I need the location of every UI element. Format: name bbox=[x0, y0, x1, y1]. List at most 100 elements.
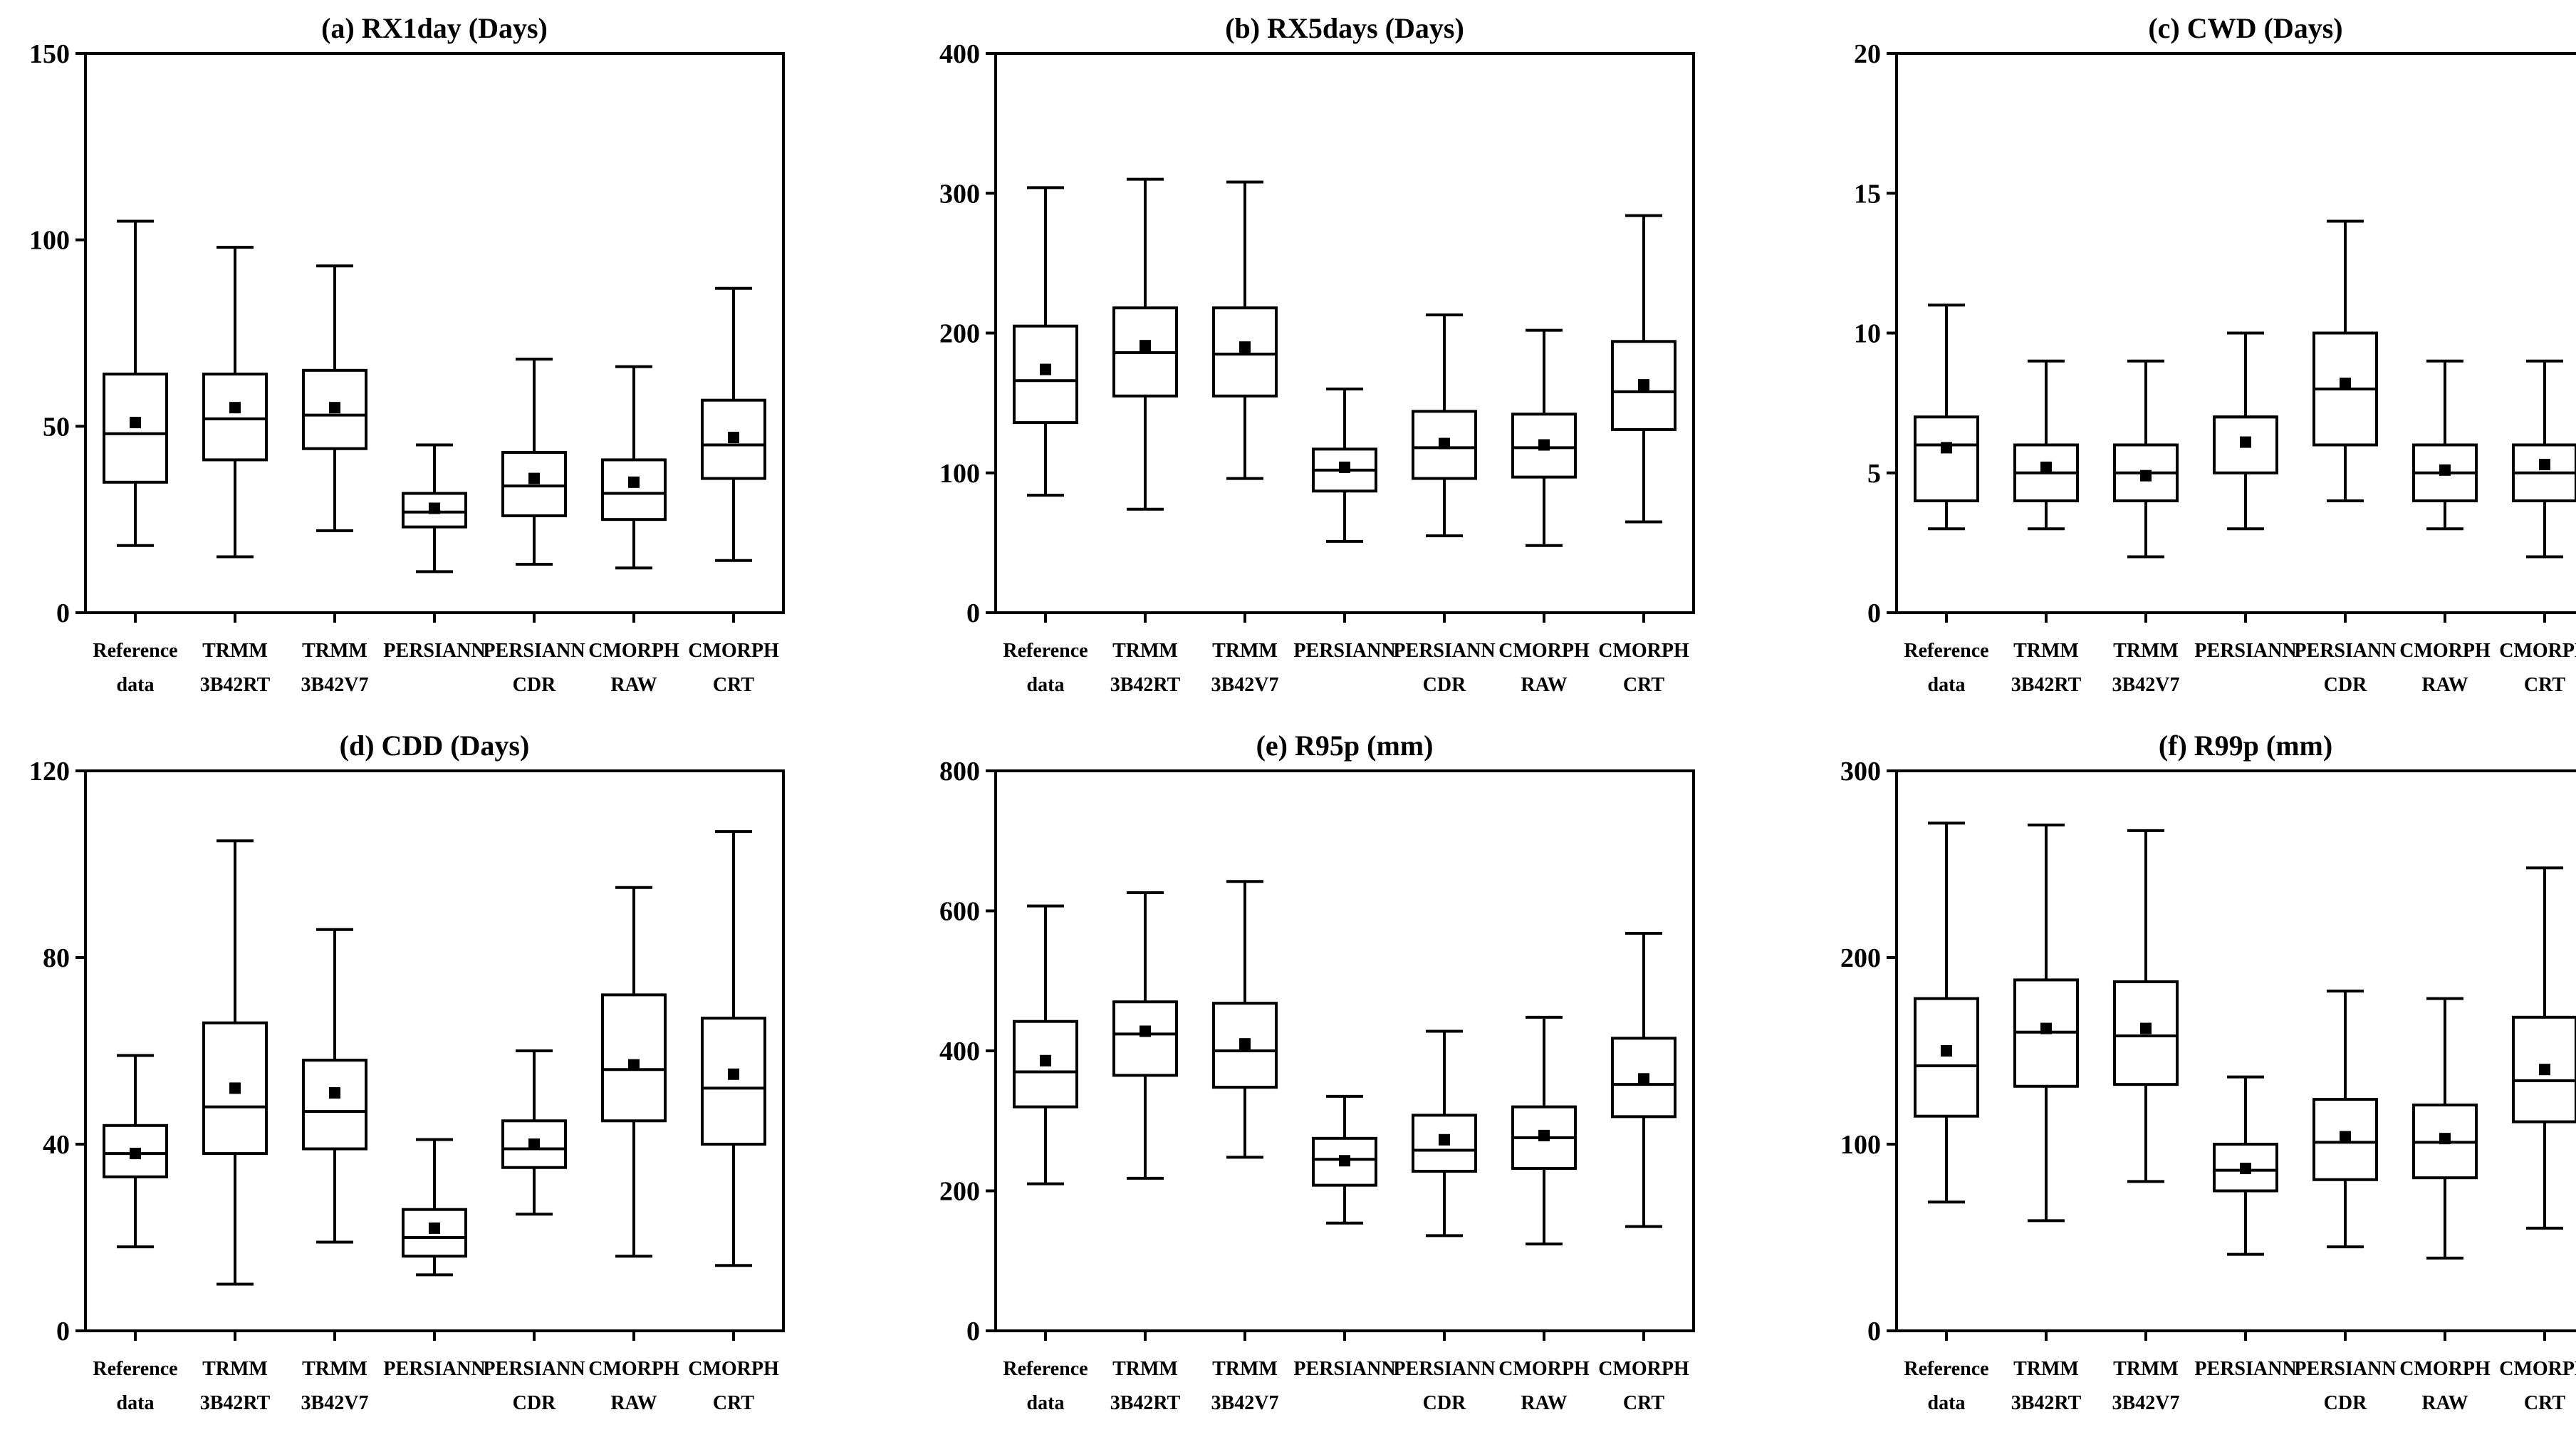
x-category-label: CMORPH bbox=[2399, 640, 2491, 662]
x-category-label: PERSIANN bbox=[383, 1358, 485, 1380]
mean-marker bbox=[1439, 1133, 1450, 1146]
iqr-box bbox=[701, 1017, 766, 1146]
x-category-label-line2: data bbox=[1027, 674, 1065, 696]
mean-marker bbox=[429, 502, 440, 514]
y-tick-label: 50 bbox=[43, 412, 70, 442]
x-category-label-line2: CDR bbox=[1423, 1392, 1466, 1414]
chart-panel-2: (b) RX5days (Days) 0 100 200 300 400 Reference… bbox=[939, 12, 1695, 696]
x-category-label-line2: RAW bbox=[610, 1392, 657, 1414]
y-tick-label: 0 bbox=[966, 1317, 980, 1347]
x-category-label-line2: 3B42RT bbox=[1110, 674, 1181, 696]
x-category-label-line2: 3B42RT bbox=[200, 1392, 271, 1414]
mean-marker bbox=[1638, 1073, 1649, 1085]
mean-marker bbox=[2539, 1064, 2550, 1076]
x-category-label-line2: RAW bbox=[2421, 1392, 2468, 1414]
mean-marker bbox=[728, 1068, 739, 1080]
x-category-label-line2: CDR bbox=[513, 1392, 556, 1414]
x-category-label: TRMM bbox=[1112, 640, 1178, 662]
y-tick-label: 0 bbox=[966, 598, 980, 628]
x-category-label: Reference bbox=[1904, 640, 1988, 662]
iqr-box bbox=[1112, 1000, 1178, 1077]
mean-marker bbox=[329, 1086, 340, 1099]
x-category-label: PERSIANN bbox=[1393, 640, 1495, 662]
x-category-label-line2: CRT bbox=[1623, 1392, 1664, 1414]
x-category-label-line2: data bbox=[117, 1392, 155, 1414]
y-tick-label: 200 bbox=[1840, 943, 1881, 973]
mean-marker bbox=[1941, 442, 1952, 454]
x-category-label-line2: CDR bbox=[1423, 674, 1466, 696]
x-category-label-line2: RAW bbox=[1521, 674, 1567, 696]
mean-marker bbox=[1140, 1025, 1151, 1037]
x-category-label-line2: data bbox=[1928, 1392, 1966, 1414]
chart-title: (a) RX1day (Days) bbox=[321, 12, 548, 44]
x-category-label: CMORPH bbox=[588, 1358, 679, 1380]
x-category-label: Reference bbox=[1904, 1358, 1988, 1380]
x-category-label: PERSIANN bbox=[1293, 1358, 1395, 1380]
chart-panel-1: (a) RX1day (Days) 0 50 100 150 Reference data T… bbox=[29, 12, 785, 696]
x-category-label: PERSIANN bbox=[2194, 640, 2296, 662]
x-category-label-line2: CRT bbox=[713, 1392, 754, 1414]
x-category-label: CMORPH bbox=[2499, 1358, 2576, 1380]
x-category-label: Reference bbox=[1003, 1358, 1088, 1380]
x-category-label: PERSIANN bbox=[1393, 1358, 1495, 1380]
iqr-box bbox=[601, 458, 667, 522]
mean-marker bbox=[2340, 378, 2351, 390]
y-tick-label: 800 bbox=[939, 757, 980, 787]
x-category-label-line2: CDR bbox=[2324, 674, 2367, 696]
mean-marker bbox=[2040, 1022, 2052, 1034]
mean-marker bbox=[2439, 464, 2451, 476]
mean-marker bbox=[1538, 1129, 1550, 1141]
x-category-label: PERSIANN bbox=[2294, 640, 2396, 662]
x-category-label-line2: 3B42V7 bbox=[301, 1392, 369, 1414]
x-category-label: CMORPH bbox=[688, 1358, 779, 1380]
x-category-label: TRMM bbox=[2113, 640, 2179, 662]
x-category-label: CMORPH bbox=[1598, 1358, 1689, 1380]
x-category-label-line2: CRT bbox=[1623, 674, 1664, 696]
x-category-label: CMORPH bbox=[2499, 640, 2576, 662]
x-category-label-line2: RAW bbox=[2421, 674, 2468, 696]
mean-marker bbox=[229, 1082, 241, 1094]
x-category-label: Reference bbox=[93, 640, 177, 662]
y-tick-label: 10 bbox=[1854, 319, 1881, 349]
chart-panel-3: (c) CWD (Days) 0 5 10 15 20 Reference data TRMM 3… bbox=[1854, 12, 2576, 696]
y-tick-label: 150 bbox=[29, 39, 70, 69]
chart-title: (d) CDD (Days) bbox=[340, 730, 530, 762]
y-tick-label: 200 bbox=[939, 1177, 980, 1207]
chart-title: (c) CWD (Days) bbox=[2148, 12, 2342, 44]
x-category-label-line2: 3B42RT bbox=[1110, 1392, 1181, 1414]
x-category-label-line2: 3B42V7 bbox=[2112, 1392, 2180, 1414]
x-category-label: CMORPH bbox=[1598, 640, 1689, 662]
x-category-label: PERSIANN bbox=[2194, 1358, 2296, 1380]
y-tick-label: 300 bbox=[1840, 757, 1881, 787]
mean-marker bbox=[628, 1059, 640, 1071]
x-category-label-line2: data bbox=[1928, 674, 1966, 696]
mean-marker bbox=[429, 1222, 440, 1234]
mean-marker bbox=[130, 417, 141, 429]
y-tick-label: 15 bbox=[1854, 179, 1881, 209]
x-category-label: TRMM bbox=[302, 1358, 367, 1380]
iqr-box bbox=[501, 450, 567, 517]
x-category-label-line2: 3B42RT bbox=[2011, 674, 2082, 696]
chart-panel-6: (f) R99p (mm) 0 100 200 300 Reference data TRMM… bbox=[1840, 730, 2576, 1414]
y-tick-label: 300 bbox=[939, 179, 980, 209]
mean-marker bbox=[2140, 1022, 2152, 1034]
mean-marker bbox=[528, 1138, 540, 1150]
x-category-label: Reference bbox=[1003, 640, 1088, 662]
mean-marker bbox=[2439, 1133, 2451, 1145]
mean-marker bbox=[528, 472, 540, 484]
mean-marker bbox=[329, 402, 340, 414]
mean-marker bbox=[2240, 1163, 2251, 1175]
x-category-label-line2: data bbox=[1027, 1392, 1065, 1414]
y-tick-label: 400 bbox=[939, 39, 980, 69]
y-tick-label: 120 bbox=[29, 757, 70, 787]
x-category-label-line2: CDR bbox=[513, 674, 556, 696]
y-tick-label: 100 bbox=[1840, 1130, 1881, 1160]
y-tick-label: 0 bbox=[56, 1317, 70, 1347]
y-tick-label: 80 bbox=[43, 943, 70, 973]
x-category-label: TRMM bbox=[2013, 640, 2079, 662]
y-tick-label: 0 bbox=[56, 598, 70, 628]
mean-marker bbox=[229, 402, 241, 414]
mean-marker bbox=[1040, 363, 1051, 375]
x-category-label-line2: 3B42V7 bbox=[301, 674, 369, 696]
x-category-label: CMORPH bbox=[588, 640, 679, 662]
